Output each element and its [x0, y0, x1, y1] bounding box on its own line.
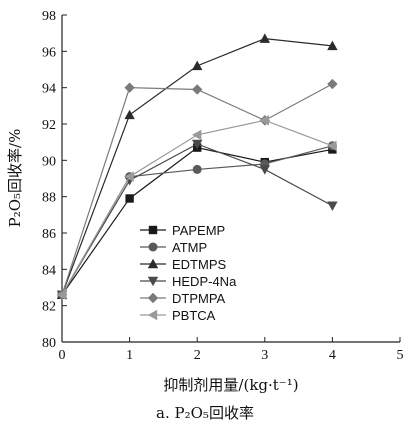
data-point-atmp	[192, 164, 202, 174]
series-dtpmpa	[56, 78, 338, 300]
legend-item-dtpmpa: DTPMPA	[140, 291, 226, 306]
legend-marker	[147, 309, 158, 321]
y-tick-label: 84	[42, 263, 56, 278]
legend-label: EDTMPS	[172, 257, 227, 272]
data-point-edtmps	[192, 60, 203, 71]
x-tick-label: 5	[397, 348, 404, 363]
y-tick-label: 90	[42, 154, 56, 169]
legend-marker	[148, 242, 158, 252]
legend-label: PBTCA	[172, 308, 216, 323]
legend-marker	[147, 258, 159, 269]
legend-marker	[147, 292, 159, 304]
y-tick-label: 98	[42, 9, 56, 24]
y-tick-label: 82	[42, 300, 56, 315]
legend-item-papemp: PAPEMP	[140, 223, 225, 238]
data-point-hedp-4na	[259, 165, 270, 175]
data-point-hedp-4na	[192, 139, 203, 150]
x-tick-label: 2	[194, 348, 201, 363]
data-point-edtmps	[124, 109, 135, 120]
y-tick-label: 92	[42, 118, 56, 133]
data-point-papemp	[125, 194, 134, 203]
data-point-pbtca	[124, 171, 134, 182]
series-layer	[56, 33, 338, 300]
legend-label: ATMP	[172, 240, 207, 255]
x-tick-label: 3	[261, 348, 268, 363]
data-point-hedp-4na	[327, 201, 338, 211]
legend-marker	[148, 225, 158, 235]
y-tick-label: 80	[42, 336, 56, 351]
y-tick-label: 86	[42, 227, 56, 242]
legend-item-hedp-4na: HEDP-4Na	[140, 274, 237, 289]
y-tick-label: 94	[42, 82, 56, 97]
legend-label: HEDP-4Na	[172, 274, 237, 289]
data-point-pbtca	[56, 289, 67, 300]
series-pbtca	[56, 115, 337, 300]
legend-label: PAPEMP	[172, 223, 225, 238]
data-point-dtpmpa	[327, 78, 338, 90]
legend-item-edtmps: EDTMPS	[140, 257, 227, 272]
data-point-pbtca	[192, 129, 202, 141]
series-edtmps	[56, 33, 338, 299]
data-point-dtpmpa	[124, 82, 135, 93]
chart-caption: a. P₂O₅回收率	[156, 404, 254, 422]
x-tick-label: 4	[329, 348, 336, 363]
y-tick-label: 88	[42, 191, 56, 206]
y-axis-label: P₂O₅回收率/%	[6, 129, 24, 228]
data-point-dtpmpa	[192, 84, 203, 95]
legend-marker	[147, 276, 159, 287]
x-tick-label: 1	[126, 348, 133, 363]
legend-label: DTPMPA	[172, 291, 226, 306]
y-tick-label: 96	[42, 45, 56, 60]
data-point-pbtca	[259, 115, 269, 126]
data-point-edtmps	[259, 33, 270, 43]
x-axis-label: 抑制剂用量/(kg·t⁻¹)	[163, 376, 298, 394]
legend-item-pbtca: PBTCA	[140, 308, 216, 323]
data-point-edtmps	[327, 40, 338, 51]
data-point-pbtca	[327, 140, 337, 151]
axes: 0 1 2 3 4 5 80 82 84 86 88 90 92 94 96 98	[42, 9, 404, 363]
x-tick-label: 0	[59, 348, 66, 363]
legend-item-atmp: ATMP	[140, 240, 207, 255]
legend: PAPEMP ATMP EDTMPS HEDP-4Na DTPMPA PBTCA	[140, 223, 237, 323]
